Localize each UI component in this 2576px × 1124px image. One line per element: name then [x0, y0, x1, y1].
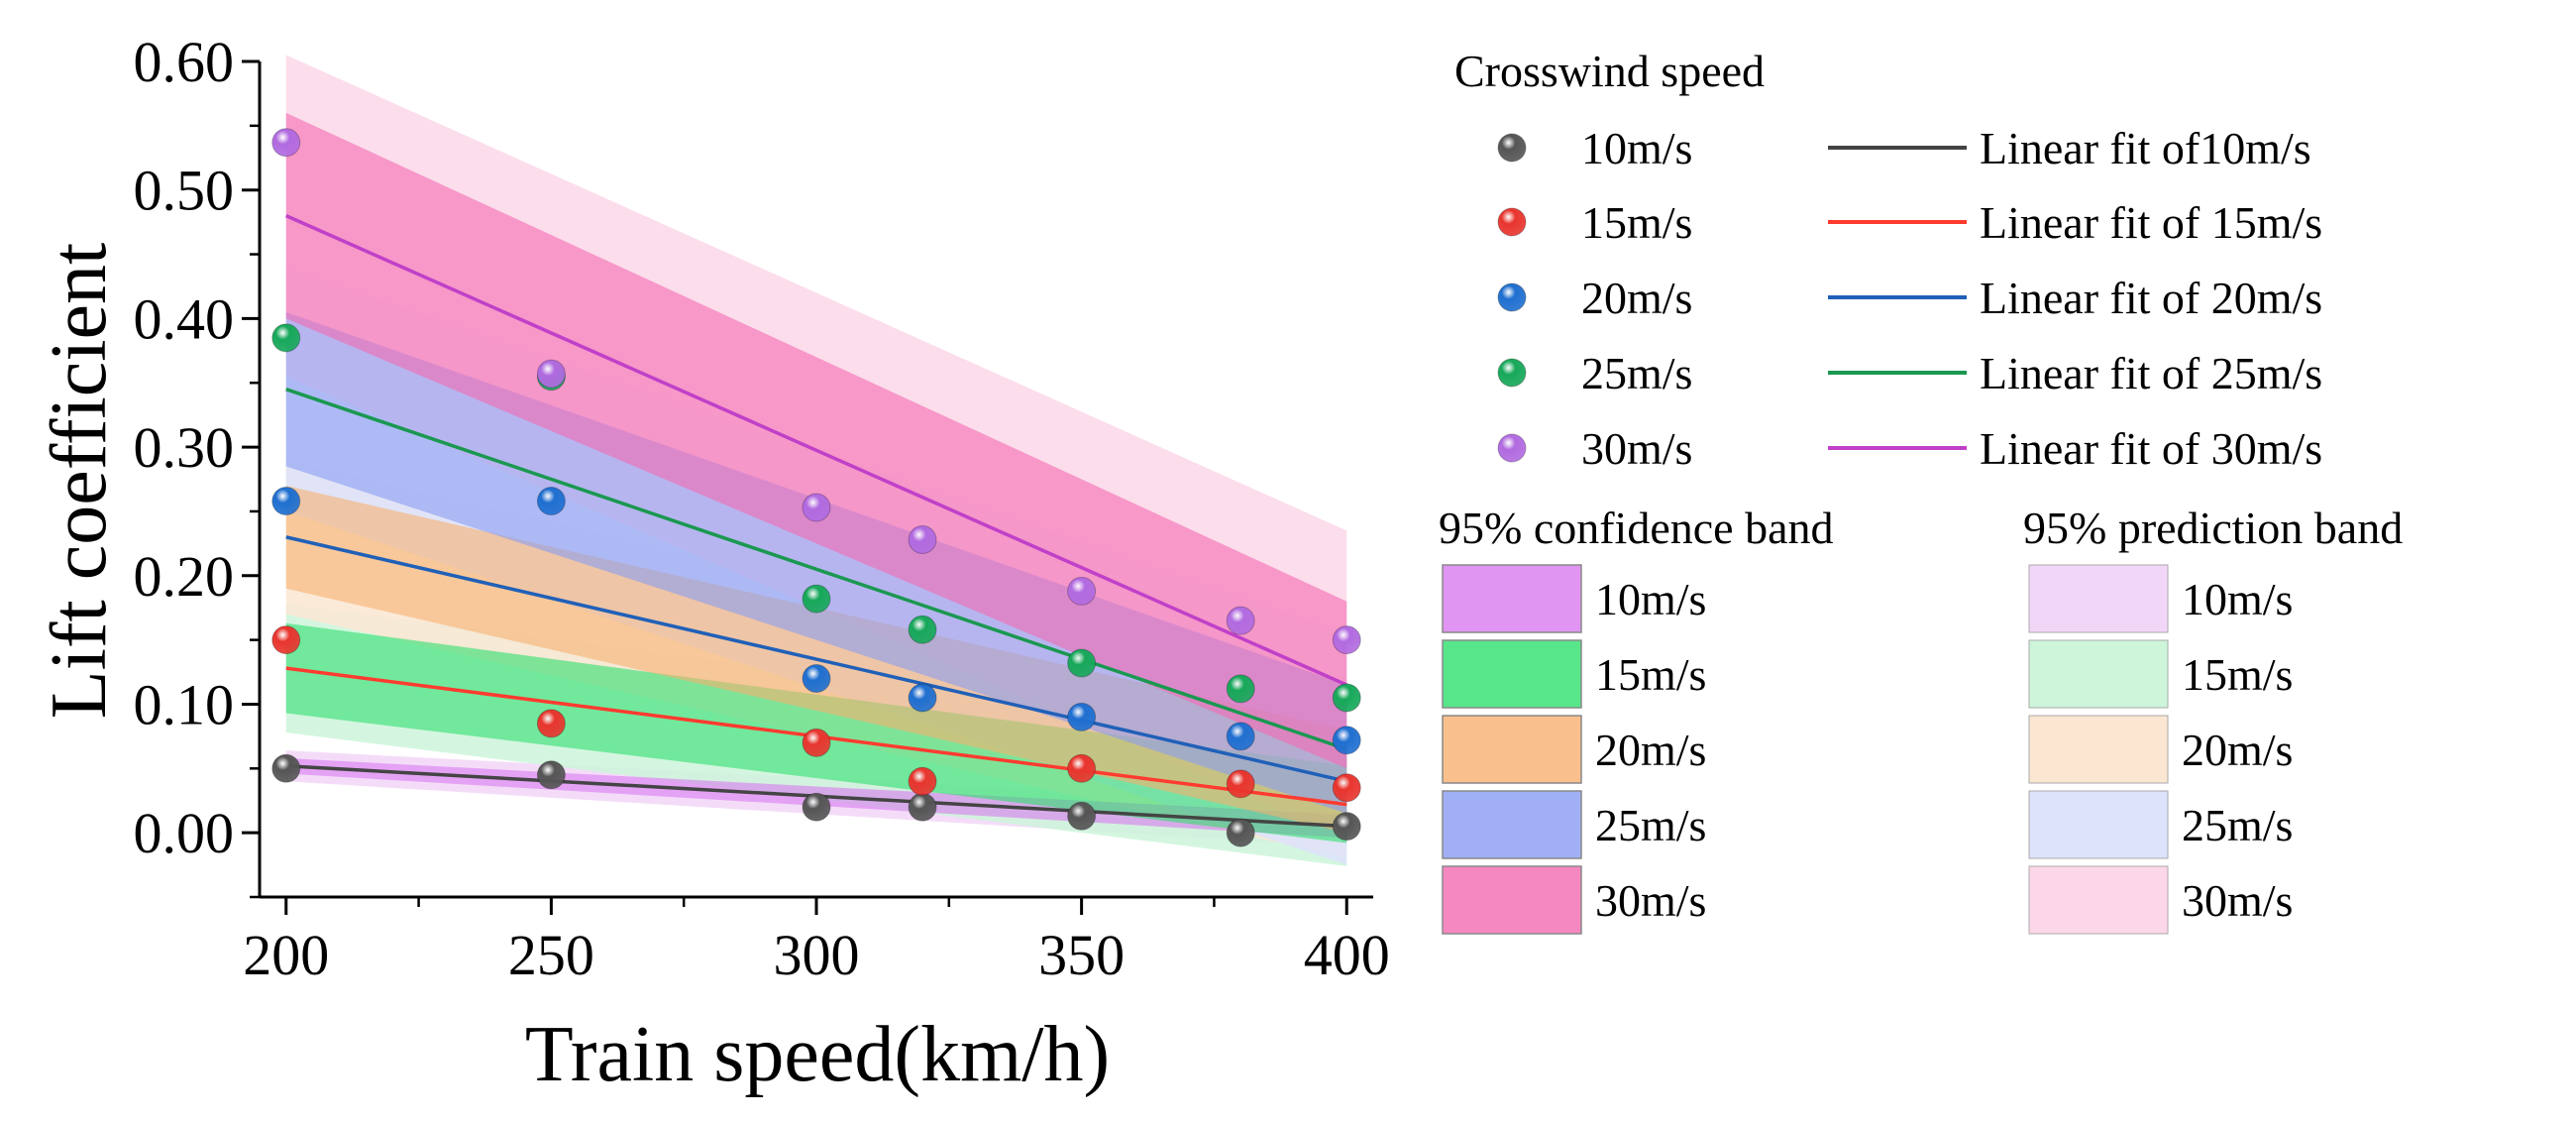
data-point-15m/s: [1332, 773, 1361, 803]
legend-confidence-swatch-10m/s: [1442, 564, 1582, 633]
fit-lines-layer: [285, 214, 1347, 829]
data-point-30m/s: [908, 524, 937, 554]
x-tick-label: 200: [243, 923, 329, 987]
legend-fit-label: Linear fit of 25m/s: [1980, 348, 2322, 398]
y-tick-label: 0.10: [134, 672, 235, 736]
legend-confidence-swatch-20m/s: [1442, 715, 1582, 784]
legend-confidence-label: 20m/s: [1595, 725, 1706, 775]
legend-prediction-label: 20m/s: [2182, 725, 2293, 775]
legend-band-rows: 10m/s 10m/s 15m/s 15m/s 20m/s 20m/s 25m/s 25m/s…: [1442, 564, 2293, 935]
x-axis-title: Train speed(km/h): [525, 1011, 1110, 1098]
data-point-20m/s: [1067, 702, 1097, 731]
legend-marker-rows: 10m/s Linear fit of10m/s 15m/s Linear fit o…: [1497, 123, 2322, 474]
legend-marker-label: 10m/s: [1581, 123, 1692, 173]
data-point-15m/s: [1226, 769, 1255, 799]
legend-prediction-swatch-25m/s: [2028, 790, 2169, 859]
legend-fit-label: Linear fit of 20m/s: [1980, 273, 2322, 323]
data-point-25m/s: [1226, 674, 1255, 704]
data-point-15m/s: [908, 766, 937, 796]
y-tick-label: 0.60: [134, 30, 235, 94]
data-point-25m/s: [271, 323, 301, 353]
data-point-10m/s: [271, 753, 301, 783]
data-point-30m/s: [1226, 606, 1255, 635]
y-tick-label: 0.50: [134, 159, 235, 223]
data-point-20m/s: [908, 683, 937, 713]
data-point-15m/s: [1067, 753, 1097, 783]
legend-prediction-label: 15m/s: [2182, 649, 2293, 700]
y-tick-label: 0.30: [134, 415, 235, 480]
legend-prediction-label: 30m/s: [2182, 875, 2293, 926]
data-point-15m/s: [271, 625, 301, 655]
x-tick-label: 350: [1038, 923, 1125, 987]
data-point-10m/s: [1067, 801, 1097, 831]
y-tick-label: 0.20: [134, 544, 235, 609]
data-point-20m/s: [1226, 722, 1255, 751]
data-point-25m/s: [908, 615, 937, 644]
legend-prediction-label: 10m/s: [2182, 574, 2293, 624]
legend-confidence-label: 10m/s: [1595, 574, 1706, 624]
legend-marker-20m/s: [1497, 282, 1527, 312]
x-tick-label: 400: [1304, 923, 1390, 987]
legend-prediction-swatch-30m/s: [2028, 865, 2169, 935]
data-point-30m/s: [536, 359, 566, 389]
data-point-20m/s: [271, 487, 301, 516]
legend-marker-10m/s: [1497, 133, 1527, 163]
legend-confidence-swatch-25m/s: [1442, 790, 1582, 859]
legend-marker-15m/s: [1497, 207, 1527, 237]
data-point-20m/s: [536, 487, 566, 516]
legend-fit-label: Linear fit of 15m/s: [1980, 197, 2322, 248]
data-point-30m/s: [1332, 625, 1361, 655]
data-point-10m/s: [908, 792, 937, 822]
legend-marker-30m/s: [1497, 433, 1527, 463]
legend-confidence-swatch-15m/s: [1442, 639, 1582, 709]
legend-fit-label: Linear fit of 30m/s: [1980, 423, 2322, 474]
legend-confidence-label: 30m/s: [1595, 875, 1706, 926]
data-points-layer: [271, 128, 1361, 847]
legend-prediction-title: 95% prediction band: [2023, 503, 2403, 553]
fit-line-25m/s: [285, 388, 1347, 751]
legend-prediction-swatch-20m/s: [2028, 715, 2169, 784]
legend-prediction-swatch-15m/s: [2028, 639, 2169, 709]
legend-marker-label: 15m/s: [1581, 197, 1692, 248]
legend-marker-25m/s: [1497, 358, 1527, 388]
data-point-20m/s: [802, 664, 831, 694]
legend-confidence-title: 95% confidence band: [1439, 503, 1834, 553]
data-point-20m/s: [1332, 726, 1361, 755]
ticks-layer: 200 250 300 350 400 0.00 0.10 0.20 0.30 0.40 0.50 0…: [134, 30, 1390, 987]
legend-confidence-label: 25m/s: [1595, 800, 1706, 850]
data-point-15m/s: [536, 709, 566, 738]
data-point-25m/s: [1067, 648, 1097, 678]
y-axis-title: Lift coefficient: [36, 243, 123, 720]
data-point-25m/s: [802, 584, 831, 614]
legend-marker-label: 30m/s: [1581, 423, 1692, 474]
data-point-10m/s: [1332, 812, 1361, 842]
fit-line-30m/s: [285, 214, 1347, 687]
legend: Crosswind speed 10m/s Linear fit of10m/s1…: [1439, 46, 2403, 935]
data-point-10m/s: [802, 792, 831, 822]
legend-confidence-label: 15m/s: [1595, 649, 1706, 700]
legend-prediction-swatch-10m/s: [2028, 564, 2169, 633]
data-point-15m/s: [802, 728, 831, 757]
data-point-30m/s: [1067, 576, 1097, 606]
legend-confidence-swatch-30m/s: [1442, 865, 1582, 935]
legend-title: Crosswind speed: [1454, 46, 1765, 96]
data-point-10m/s: [536, 760, 566, 790]
x-tick-label: 300: [774, 923, 860, 987]
data-point-30m/s: [271, 128, 301, 158]
y-tick-label: 0.40: [134, 286, 235, 351]
legend-fit-label: Linear fit of10m/s: [1980, 123, 2311, 173]
legend-prediction-label: 25m/s: [2182, 800, 2293, 850]
data-point-30m/s: [802, 493, 831, 522]
legend-marker-label: 20m/s: [1581, 273, 1692, 323]
confidence-band-25m/s: [285, 311, 1347, 814]
legend-marker-label: 25m/s: [1581, 348, 1692, 398]
data-point-10m/s: [1226, 818, 1255, 847]
y-tick-label: 0.00: [134, 801, 235, 865]
fit-line-20m/s: [285, 535, 1347, 783]
x-tick-label: 250: [508, 923, 594, 987]
data-point-25m/s: [1332, 683, 1361, 713]
